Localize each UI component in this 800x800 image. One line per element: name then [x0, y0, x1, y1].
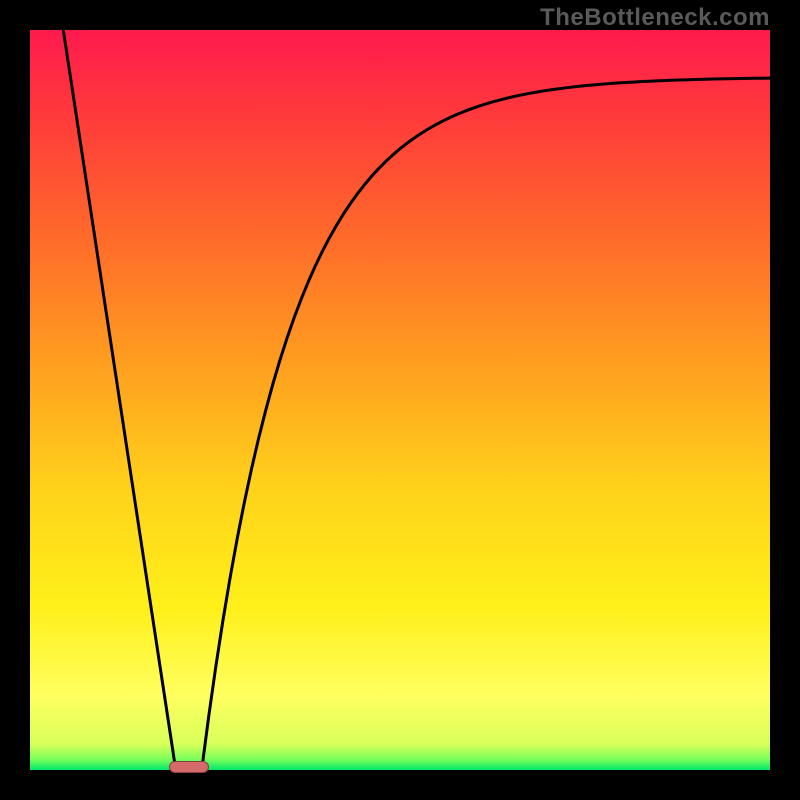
- bottleneck-curve-path: [63, 30, 770, 770]
- watermark-text: TheBottleneck.com: [540, 4, 770, 32]
- chart-frame: TheBottleneck.com: [0, 0, 800, 800]
- bottleneck-marker: [169, 761, 210, 773]
- bottleneck-curve: [0, 0, 800, 800]
